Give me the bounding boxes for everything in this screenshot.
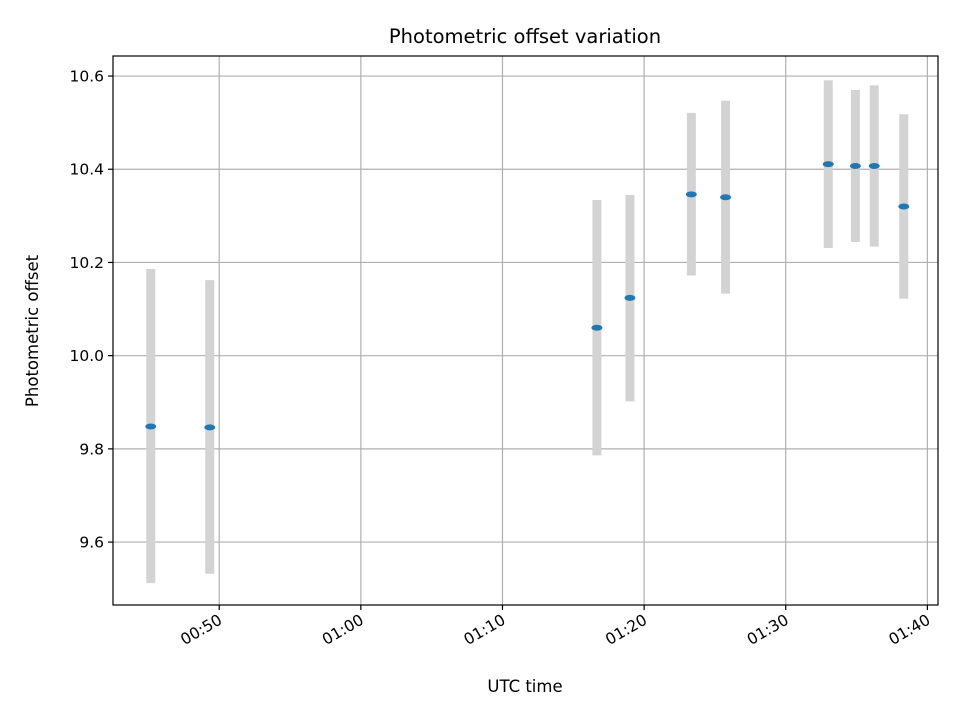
chart-title: Photometric offset variation xyxy=(389,25,661,48)
data-point xyxy=(720,194,732,201)
data-point xyxy=(685,191,697,198)
data-point xyxy=(204,424,216,431)
data-point xyxy=(624,294,636,301)
y-tick-label: 10.4 xyxy=(69,161,104,179)
data-point xyxy=(849,162,861,169)
plot-frame xyxy=(112,55,939,606)
y-tick-label: 10.0 xyxy=(69,347,104,365)
data-point xyxy=(822,161,834,168)
data-point xyxy=(145,423,157,430)
grid xyxy=(113,56,938,605)
data-points xyxy=(145,161,910,431)
y-axis-ticks: 9.6 9.8 10.0 10.2 10.4 10.6 xyxy=(69,68,113,552)
y-tick-label: 10.6 xyxy=(69,68,104,86)
y-tick-label: 9.6 xyxy=(79,534,104,552)
y-tick-label: 9.8 xyxy=(79,440,104,458)
y-tick-label: 10.2 xyxy=(69,254,104,272)
data-point xyxy=(868,162,880,169)
data-point xyxy=(898,203,910,210)
y-axis-label: Photometric offset xyxy=(23,254,42,407)
x-axis-label: UTC time xyxy=(487,677,562,696)
data-point xyxy=(591,324,603,331)
